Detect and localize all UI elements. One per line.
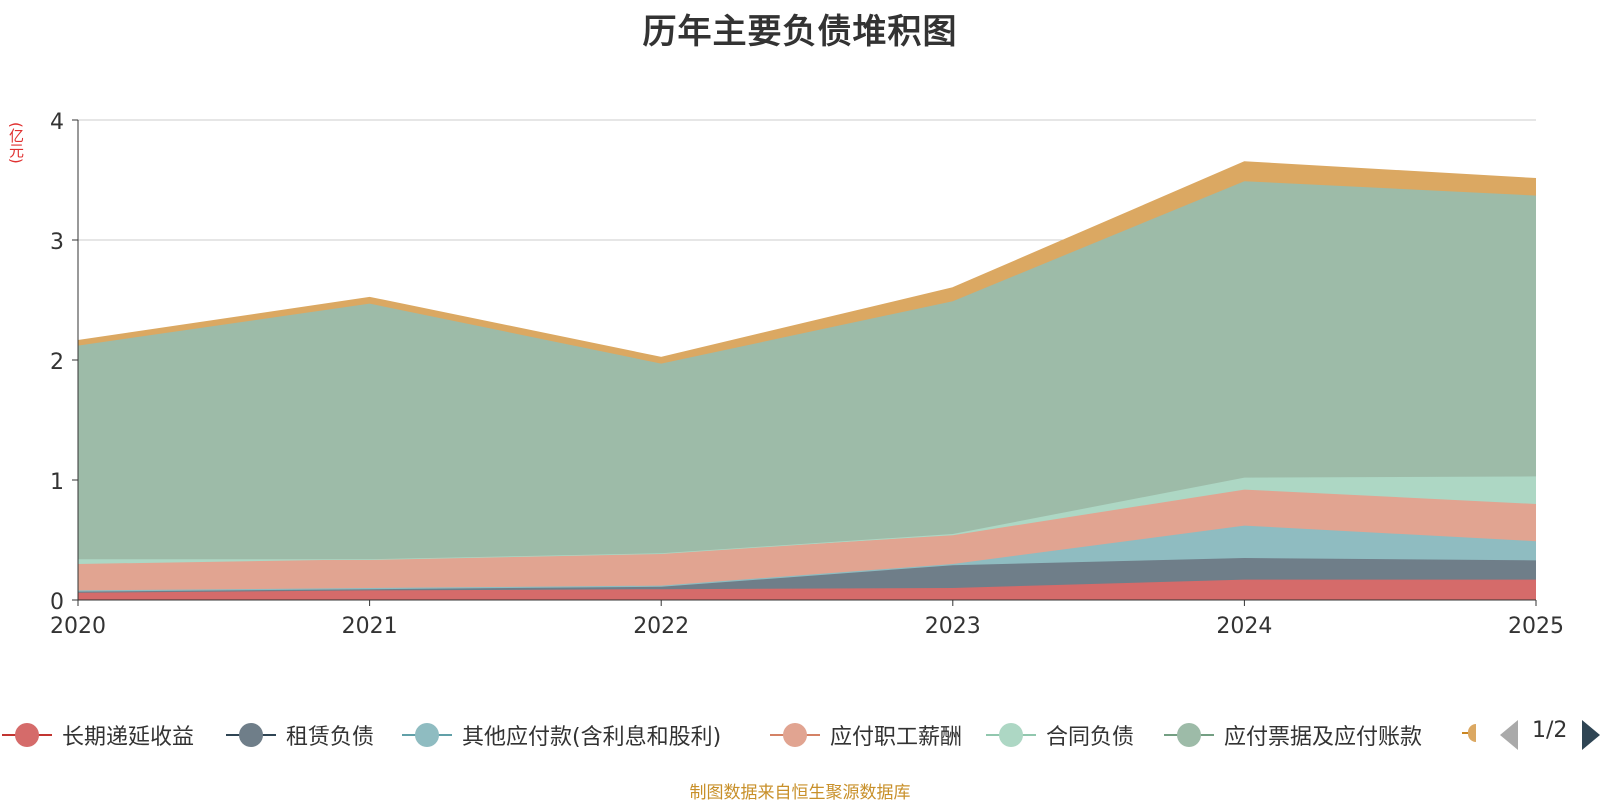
legend-marker-icon <box>770 718 820 752</box>
legend-item-0[interactable]: 长期递延收益 <box>2 718 194 752</box>
legend-marker-icon <box>2 718 52 752</box>
area-3 <box>78 489 1536 591</box>
axes: 0 1 2 3 4 2020 2021 2022 2023 2024 2025 <box>50 110 1564 639</box>
y-tick-label-4: 4 <box>50 110 64 135</box>
legend-prev-page-button[interactable] <box>1500 720 1518 750</box>
legend-label: 应付票据及应付账款 <box>1224 725 1423 750</box>
x-tick-label-2023: 2023 <box>925 614 981 639</box>
legend-item-4[interactable]: 合同负债 <box>986 718 1134 752</box>
y-axis-unit-label: (亿元) <box>7 122 25 164</box>
area-2 <box>78 525 1536 592</box>
stacked-area-chart: 0 1 2 3 4 2020 2021 2022 2023 2024 2025 <box>50 110 1564 639</box>
legend-marker-icon <box>986 718 1036 752</box>
legend-partial-marker-line <box>1462 732 1472 734</box>
legend-marker-icon <box>1164 718 1214 752</box>
legend-label: 长期递延收益 <box>62 725 195 750</box>
legend-page-indicator: 1/2 <box>1532 718 1568 743</box>
legend: 长期递延收益 租赁负债 其他应付款(含利息和股利) 应付职工薪酬 合同负债 应付票据及应付… <box>0 718 1600 752</box>
area-series <box>77 161 1537 600</box>
y-tick-label-1: 1 <box>50 470 64 495</box>
area-4 <box>78 476 1536 564</box>
legend-item-3[interactable]: 应付职工薪酬 <box>770 718 962 752</box>
legend-label: 其他应付款(含利息和股利) <box>462 725 722 750</box>
y-tick-label-0: 0 <box>50 590 64 615</box>
legend-label: 租赁负债 <box>286 725 375 750</box>
x-tick-label-2020: 2020 <box>50 614 106 639</box>
legend-label: 合同负债 <box>1046 725 1135 750</box>
x-tick-label-2024: 2024 <box>1216 614 1272 639</box>
legend-marker-icon <box>402 718 452 752</box>
y-tick-label-3: 3 <box>50 230 64 255</box>
legend-next-page-button[interactable] <box>1582 720 1600 750</box>
legend-partial-marker-dot <box>1468 724 1476 742</box>
x-tick-label-2022: 2022 <box>633 614 689 639</box>
legend-item-5[interactable]: 应付票据及应付账款 <box>1164 718 1422 752</box>
chart-title: 历年主要负债堆积图 <box>642 12 958 52</box>
legend-item-2[interactable]: 其他应付款(含利息和股利) <box>402 718 721 752</box>
source-note: 制图数据来自恒生聚源数据库 <box>689 783 911 803</box>
legend-marker-icon <box>226 718 276 752</box>
x-tick-label-2025: 2025 <box>1508 614 1564 639</box>
x-tick-label-2021: 2021 <box>342 614 398 639</box>
legend-label: 应付职工薪酬 <box>830 725 963 750</box>
area-0 <box>78 579 1536 600</box>
area-edge-6 <box>77 161 1537 359</box>
legend-item-1[interactable]: 租赁负债 <box>226 718 374 752</box>
area-1 <box>78 558 1536 593</box>
area-5 <box>78 181 1536 560</box>
y-tick-label-2: 2 <box>50 350 64 375</box>
